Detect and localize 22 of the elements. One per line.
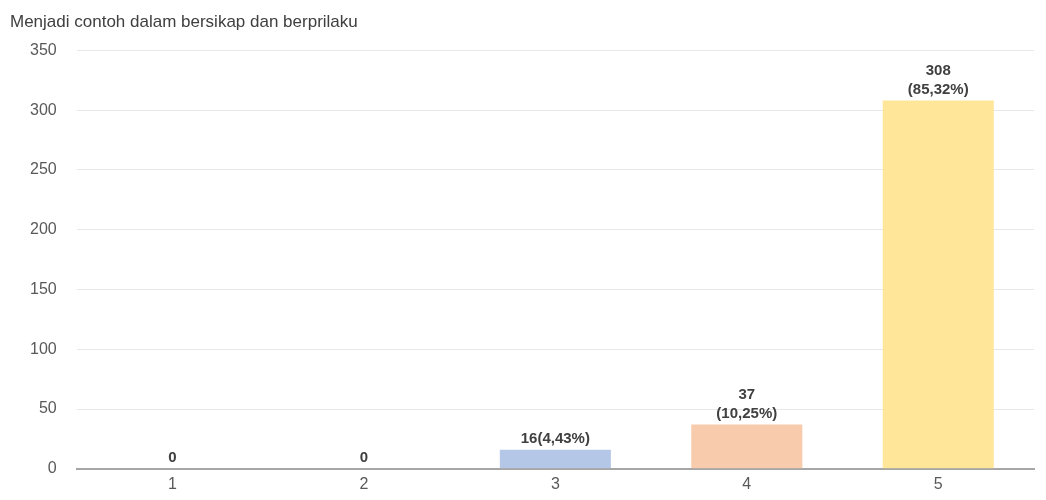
bar (499, 449, 611, 469)
data-label: 37 (10,25%) (716, 385, 778, 422)
chart-title: Menjadi contoh dalam bersikap dan berprilaku (10, 11, 358, 31)
x-tick-label: 4 (742, 474, 752, 492)
data-label: 0 (168, 448, 177, 466)
y-tick-label: 300 (29, 100, 57, 118)
x-tick-label: 2 (359, 474, 369, 492)
x-tick-label: 1 (167, 474, 177, 492)
data-label: 308 (85,32%) (907, 61, 969, 98)
data-label: 16(4,43%) (520, 429, 590, 447)
y-tick-label: 200 (29, 220, 57, 238)
bar (691, 424, 803, 469)
bar (882, 100, 994, 469)
y-tick-label: 350 (29, 40, 57, 58)
y-tick-label: 50 (38, 399, 57, 417)
y-tick-label: 150 (29, 279, 57, 297)
y-tick-label: 250 (29, 160, 57, 178)
y-tick-label: 0 (47, 459, 57, 477)
y-tick-label: 100 (29, 339, 57, 357)
x-tick-label: 5 (933, 474, 943, 492)
data-label: 0 (359, 448, 369, 466)
x-tick-label: 3 (550, 474, 560, 492)
